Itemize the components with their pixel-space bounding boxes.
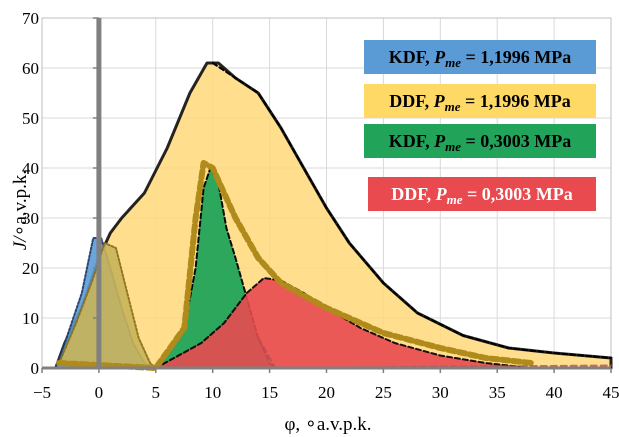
series-layer — [54, 61, 613, 371]
axes — [41, 17, 612, 373]
legend-label-0: KDF, Pme = 1,1996 MPa — [389, 47, 571, 70]
legend-box-2 — [364, 124, 596, 158]
x-tick-label: 5 — [152, 383, 161, 402]
x-tick-label: 45 — [603, 383, 619, 402]
y-tick-label: 40 — [22, 159, 39, 178]
legend-box-3 — [368, 177, 596, 211]
y-tick-label: 20 — [22, 259, 39, 278]
legend-label-2: KDF, Pme = 0,3003 MPa — [389, 131, 571, 154]
y-tick-label: 10 — [22, 309, 39, 328]
x-tick-label: −5 — [33, 383, 51, 402]
x-axis-title: φ, ∘a.v.p.k. — [284, 414, 371, 435]
legend-box-0 — [364, 40, 596, 74]
y-axis-title-unit: ∘a.v.p.k. — [10, 170, 31, 237]
y-tick-label: 60 — [22, 59, 39, 78]
y-tick-label: 50 — [22, 109, 39, 128]
series-area-4 — [155, 278, 532, 368]
x-tick-label: 30 — [432, 383, 449, 402]
legend-label-1: DDF, Pme = 1,1996 MPa — [389, 91, 570, 114]
legend-box-1 — [364, 84, 596, 118]
series-line-2 — [58, 242, 157, 369]
y-tick-label: 70 — [22, 9, 39, 28]
series-area-2 — [59, 243, 156, 368]
y-axis-title: J/∘a.v.p.k. — [10, 170, 31, 250]
x-tick-label: 40 — [546, 383, 563, 402]
x-tick-label: 15 — [261, 383, 278, 402]
series-line-5 — [56, 160, 535, 371]
x-tick-label: 35 — [489, 383, 506, 402]
legend: KDF, Pme = 1,1996 MPa DDF, Pme = 1,1996 M… — [364, 40, 596, 211]
x-tick-label: 0 — [95, 383, 104, 402]
x-tick-label: 25 — [375, 383, 392, 402]
x-tick-label: 20 — [318, 383, 335, 402]
tick-labels: −5 0 5 10 15 20 25 30 35 40 45 0 10 20 30 40 50 60 70 — [22, 9, 619, 402]
series-line-6 — [211, 62, 612, 359]
legend-label-3: DDF, Pme = 0,3003 MPa — [391, 184, 572, 207]
x-tick-label: 10 — [204, 383, 221, 402]
y-tick-label: 0 — [31, 359, 40, 378]
y-axis-title-prefix: J/ — [10, 235, 31, 250]
y-tick-label: 30 — [22, 209, 39, 228]
